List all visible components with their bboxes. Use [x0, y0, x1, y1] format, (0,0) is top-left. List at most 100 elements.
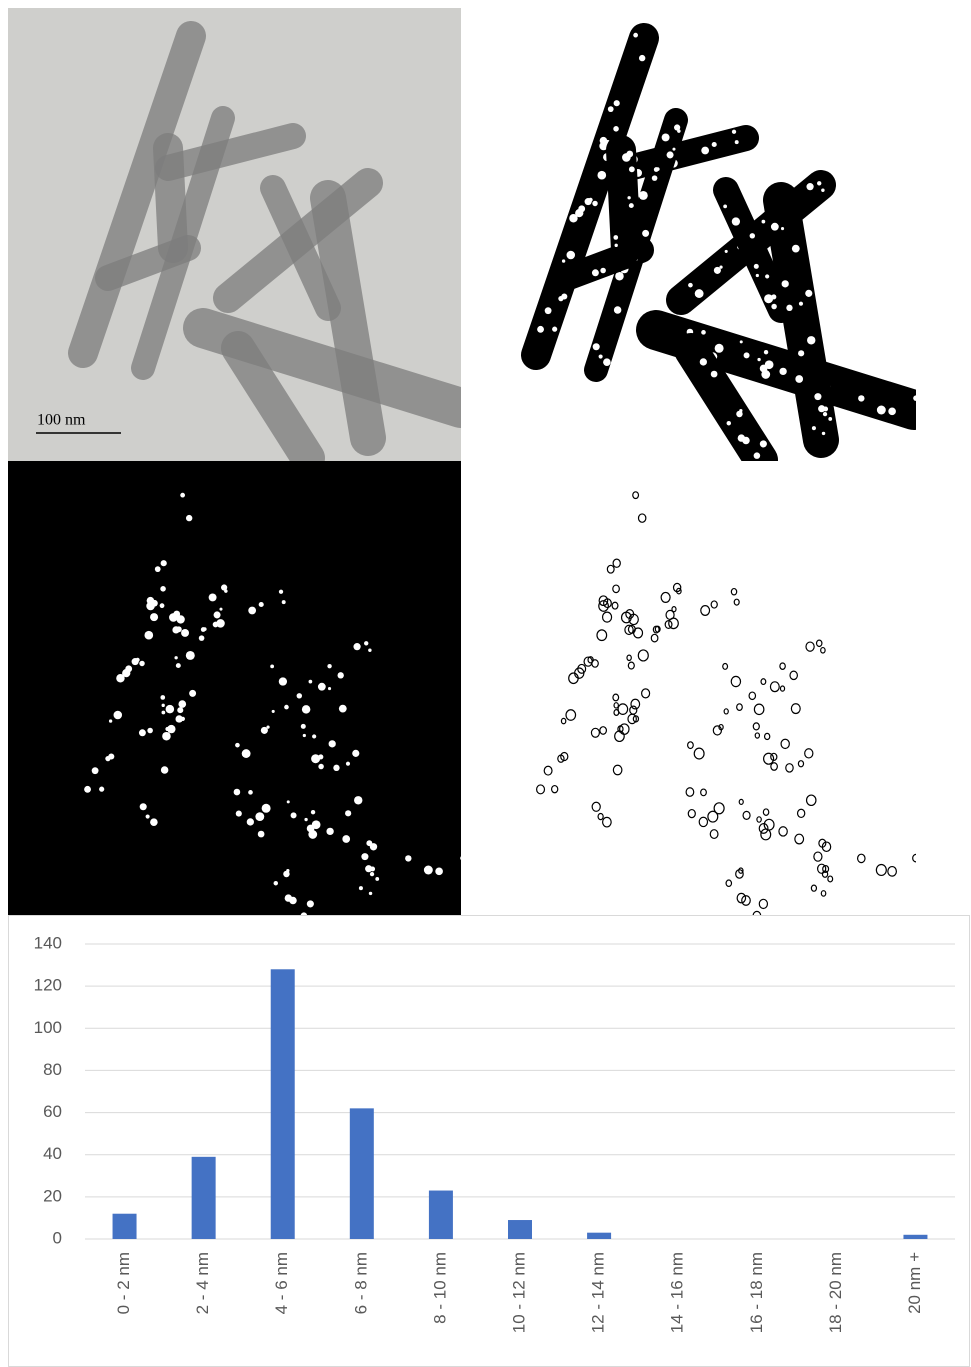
particle [304, 818, 307, 821]
particle [155, 566, 161, 572]
particle [147, 728, 153, 734]
pore [807, 336, 815, 344]
particle [307, 900, 314, 907]
pore [762, 220, 766, 224]
particle [209, 593, 217, 601]
y-tick-label: 140 [34, 933, 62, 952]
x-tick-label: 20 nm + [905, 1252, 924, 1314]
y-tick-label: 0 [53, 1228, 62, 1247]
bar [350, 1108, 374, 1239]
pore [600, 268, 606, 274]
pore [715, 344, 724, 353]
pore [771, 304, 777, 310]
pore [744, 352, 750, 358]
pore [614, 100, 620, 106]
particle [248, 790, 253, 795]
particle [297, 693, 302, 698]
particle [178, 700, 186, 708]
pore [603, 358, 611, 366]
particle [219, 608, 222, 611]
pore [695, 289, 704, 298]
particle [122, 669, 130, 677]
rod [168, 148, 173, 248]
particle-mask [8, 461, 461, 915]
pore [740, 340, 743, 343]
pore [821, 189, 824, 192]
pore [771, 294, 776, 299]
particle [234, 789, 241, 796]
y-tick-label: 40 [43, 1144, 62, 1163]
particle [173, 611, 180, 618]
pore [799, 302, 803, 306]
particle [353, 643, 360, 650]
scale-bar-label: 100 nm [37, 412, 86, 429]
pore [652, 175, 658, 181]
particle [352, 750, 359, 757]
pore [597, 171, 606, 180]
rod [621, 150, 626, 250]
particle [140, 803, 147, 810]
particle [284, 705, 289, 710]
pore [677, 129, 680, 132]
particle [291, 812, 297, 818]
particle [364, 641, 368, 645]
pore [754, 452, 761, 459]
pore [858, 395, 864, 401]
pore [599, 354, 603, 358]
x-tick-label: 10 - 12 nm [509, 1252, 528, 1333]
pore [654, 167, 659, 172]
pore [760, 440, 767, 447]
pore [823, 412, 827, 416]
pore [765, 274, 769, 278]
particle [302, 705, 310, 713]
pore [639, 191, 648, 200]
pore [662, 133, 670, 141]
particle [151, 600, 158, 607]
particle [342, 835, 350, 843]
particle [282, 600, 286, 604]
particle [236, 811, 242, 817]
pore [629, 203, 634, 208]
particle [318, 754, 323, 759]
page: 100 nm 0204060801001201400 - 2 nm2 - 4 n… [0, 0, 971, 1367]
particle [272, 710, 275, 713]
particle [186, 651, 195, 660]
particle [262, 804, 271, 813]
pore [562, 259, 565, 262]
y-tick-label: 60 [43, 1102, 62, 1121]
particle [150, 818, 158, 826]
y-tick-label: 80 [43, 1060, 62, 1079]
pore [688, 283, 693, 288]
particle [279, 677, 287, 685]
particle [139, 661, 144, 666]
pore [701, 330, 706, 335]
particle [99, 787, 104, 792]
pore [756, 274, 759, 277]
particle [318, 764, 324, 770]
particle [166, 705, 175, 714]
particle [339, 705, 347, 713]
particle [370, 872, 374, 876]
bar [508, 1220, 532, 1239]
pore [711, 371, 718, 378]
particle [161, 766, 169, 774]
particle [214, 611, 221, 618]
particle [333, 765, 339, 771]
particle [287, 800, 290, 803]
particle [327, 664, 331, 668]
pore [627, 196, 630, 199]
pore [629, 166, 635, 172]
pore [913, 395, 918, 400]
particle [139, 729, 146, 736]
particle [176, 626, 182, 632]
pore [765, 360, 774, 369]
particle [199, 635, 205, 641]
particle [368, 649, 371, 652]
pore [823, 407, 828, 412]
chart: 0204060801001201400 - 2 nm2 - 4 nm4 - 6 … [34, 933, 955, 1333]
particle [329, 740, 336, 747]
particle [161, 560, 167, 566]
particle [285, 894, 292, 901]
particle [424, 866, 433, 875]
particle [235, 743, 240, 748]
